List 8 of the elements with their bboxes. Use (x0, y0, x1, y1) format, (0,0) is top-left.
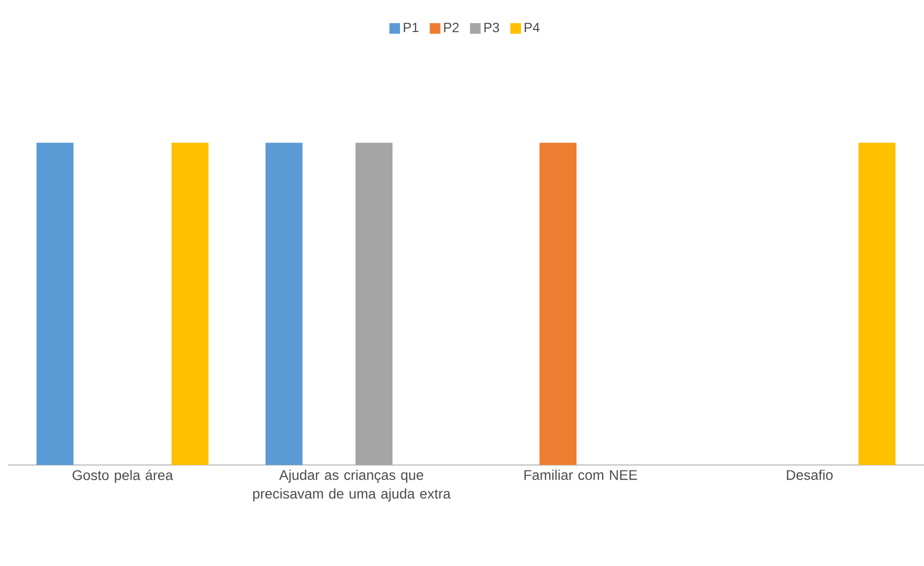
x-tick-label: Ajudar as crianças que precisavam de uma ajuda extra (253, 470, 451, 502)
x-tick-label: Familiar com NEE (524, 470, 638, 480)
legend-label: P2 (444, 22, 459, 32)
x-tick-label: Gosto pela área (72, 470, 174, 483)
x-tick-label: Desafio (786, 470, 833, 480)
legend-label: P3 (484, 22, 500, 32)
legend-label: P4 (524, 22, 540, 32)
legend-label: P1 (404, 22, 418, 32)
